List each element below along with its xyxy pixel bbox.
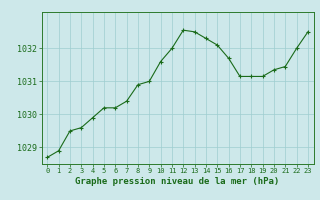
X-axis label: Graphe pression niveau de la mer (hPa): Graphe pression niveau de la mer (hPa)	[76, 177, 280, 186]
